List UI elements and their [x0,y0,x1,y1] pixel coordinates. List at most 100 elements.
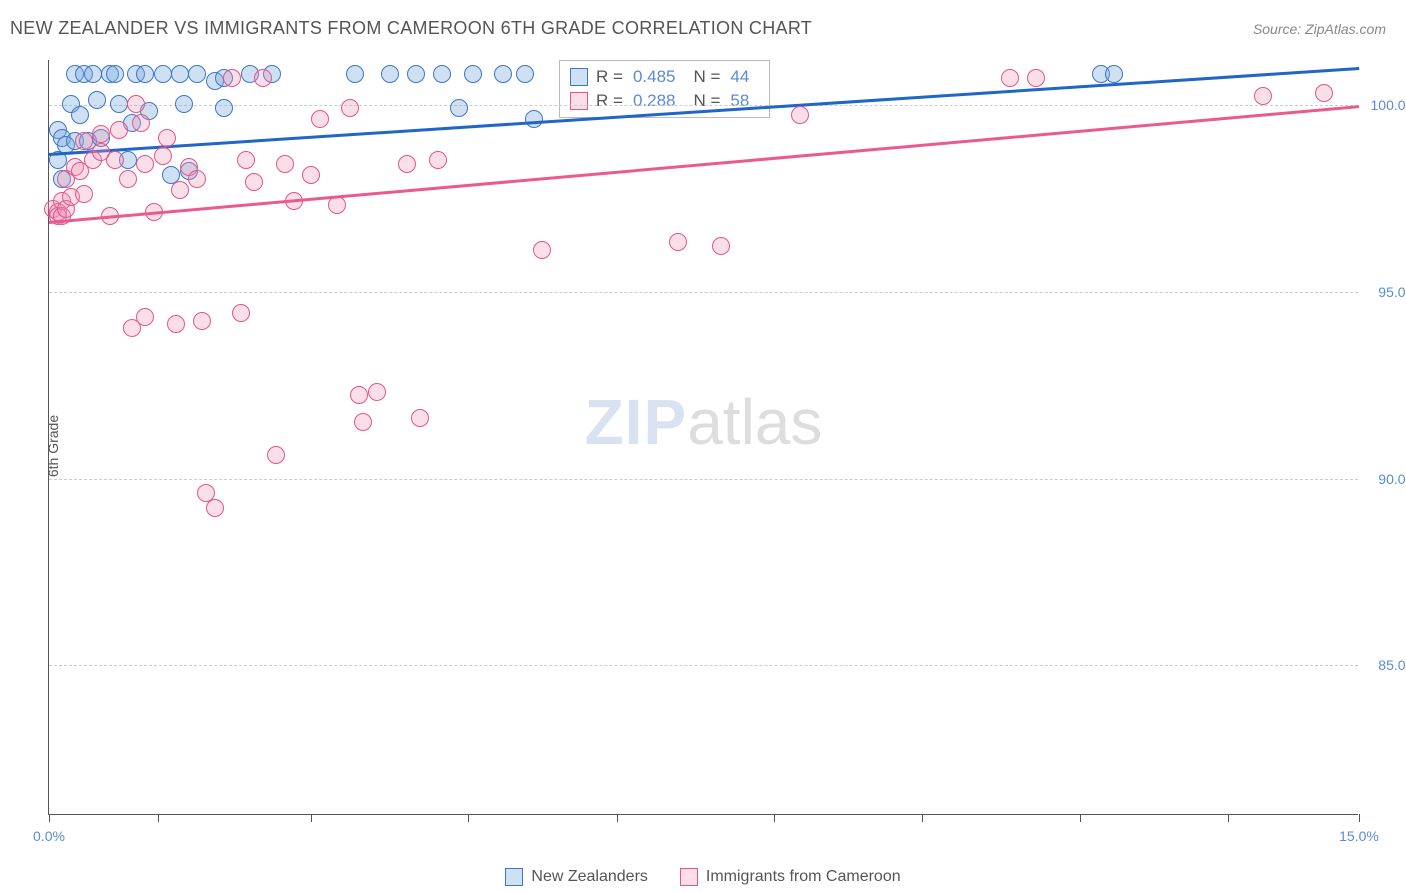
data-point-cm [411,409,429,427]
data-point-cm [429,151,447,169]
stats-row-nz: R = 0.485 N = 44 [570,65,759,89]
data-point-nz [175,95,193,113]
data-point-cm [1001,69,1019,87]
data-point-cm [254,69,272,87]
data-point-cm [1027,69,1045,87]
plot-area: ZIPatlas R =0.485N =44R =0.288N =58 85.0… [48,60,1358,815]
data-point-cm [75,185,93,203]
data-point-cm [136,308,154,326]
data-point-cm [193,312,211,330]
data-point-nz [525,110,543,128]
legend-swatch-cm [680,868,698,886]
watermark-zip: ZIP [585,386,688,458]
data-point-nz [381,65,399,83]
data-point-nz [136,65,154,83]
ytick-label: 85.0% [1368,657,1406,673]
legend-item-nz: New Zealanders [505,868,648,886]
gridline [49,665,1358,666]
data-point-cm [167,315,185,333]
xtick-label: 0.0% [33,828,65,844]
ytick-label: 95.0% [1368,284,1406,300]
data-point-cm [110,121,128,139]
data-point-cm [127,95,145,113]
stat-r-value: 0.288 [633,91,676,111]
xtick [49,814,50,822]
data-point-cm [158,129,176,147]
data-point-cm [223,69,241,87]
data-point-nz [188,65,206,83]
data-point-cm [171,181,189,199]
data-point-nz [84,65,102,83]
xtick [922,814,923,822]
stat-n-value: 44 [730,67,749,87]
data-point-cm [398,155,416,173]
stat-n-label: N = [693,91,720,111]
watermark-atlas: atlas [687,386,822,458]
data-point-cm [119,170,137,188]
gridline [49,105,1358,106]
xtick-label: 15.0% [1339,828,1379,844]
data-point-cm [267,446,285,464]
watermark: ZIPatlas [585,385,823,459]
stat-r-label: R = [596,91,623,111]
data-point-nz [407,65,425,83]
stat-r-label: R = [596,67,623,87]
xtick [1228,814,1229,822]
legend-swatch-nz [505,868,523,886]
data-point-cm [237,151,255,169]
data-point-cm [350,386,368,404]
data-point-cm [154,147,172,165]
xtick [158,814,159,822]
data-point-nz [450,99,468,117]
data-point-cm [311,110,329,128]
data-point-nz [464,65,482,83]
data-point-nz [171,65,189,83]
data-point-cm [245,173,263,191]
data-point-nz [346,65,364,83]
data-point-cm [533,241,551,259]
legend-label: New Zealanders [531,868,648,886]
data-point-cm [276,155,294,173]
xtick [617,814,618,822]
ytick-label: 100.0% [1368,97,1406,113]
xtick [1080,814,1081,822]
data-point-cm [669,233,687,251]
data-point-cm [188,170,206,188]
data-point-cm [341,99,359,117]
data-point-nz [154,65,172,83]
data-point-nz [88,91,106,109]
gridline [49,292,1358,293]
xtick [774,814,775,822]
data-point-cm [132,114,150,132]
legend-label: Immigrants from Cameroon [706,868,901,886]
data-point-nz [110,95,128,113]
xtick [311,814,312,822]
data-point-cm [106,151,124,169]
data-point-nz [494,65,512,83]
data-point-nz [433,65,451,83]
data-point-cm [1254,87,1272,105]
series-swatch-cm [570,92,588,110]
data-point-cm [1315,84,1333,102]
data-point-nz [215,99,233,117]
data-point-nz [1105,65,1123,83]
chart-title: NEW ZEALANDER VS IMMIGRANTS FROM CAMEROO… [10,18,812,39]
data-point-cm [302,166,320,184]
data-point-nz [71,106,89,124]
data-point-cm [791,106,809,124]
gridline [49,479,1358,480]
xtick [468,814,469,822]
data-point-cm [206,499,224,517]
data-point-cm [712,237,730,255]
source-label: Source: ZipAtlas.com [1253,21,1386,37]
ytick-label: 90.0% [1368,471,1406,487]
stat-r-value: 0.485 [633,67,676,87]
data-point-cm [354,413,372,431]
stat-n-label: N = [693,67,720,87]
legend: New Zealanders Immigrants from Cameroon [0,868,1406,886]
data-point-cm [136,155,154,173]
data-point-nz [516,65,534,83]
data-point-cm [368,383,386,401]
data-point-cm [75,132,93,150]
data-point-cm [92,125,110,143]
